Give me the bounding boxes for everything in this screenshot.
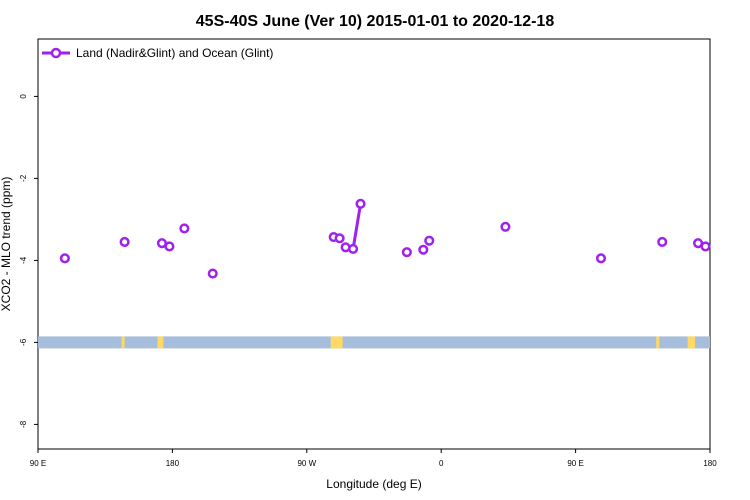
data-point [355,198,366,209]
data-point [179,223,190,234]
x-axis-ticks: 90 E 180 90 W 0 90 E 180 [30,449,717,468]
land-segment [330,336,343,349]
y-axis-label: XCO2 - MLO trend (ppm) [0,177,13,312]
y-tick-label: -4 [19,256,28,264]
data-point [401,247,412,258]
y-tick-label: -2 [19,174,28,182]
plot-frame [37,38,711,450]
x-tick-label: 90 W [297,459,316,468]
y-tick-label: -6 [19,338,28,346]
data-point [424,235,435,246]
data-point [418,244,429,255]
series-segment [351,203,363,250]
legend: Land (Nadir&Glint) and Ocean (Glint) [42,46,273,60]
land-segment [121,336,125,349]
land-ocean-strip [38,336,710,349]
data-point [334,233,345,244]
series-points [59,198,711,279]
x-tick-label: 0 [439,459,444,468]
x-axis-label: Longitude (deg E) [326,477,421,491]
data-point [59,253,70,264]
x-tick-label: 180 [703,459,717,468]
data-point [119,236,130,247]
ocean-band [38,336,710,349]
data-point [700,241,711,252]
legend-label: Land (Nadir&Glint) and Ocean (Glint) [76,46,273,60]
data-point [348,243,359,254]
plot-area [37,38,711,450]
land-segment [656,336,660,349]
land-segment [157,336,164,349]
y-tick-label: 0 [19,94,28,99]
y-axis-ticks: 0 -2 -4 -6 -8 [19,94,38,428]
x-tick-label: 180 [166,459,180,468]
legend-swatch-marker [50,47,62,59]
y-tick-label: -8 [19,420,28,428]
data-point [657,236,668,247]
data-point [500,221,511,232]
series-lines [345,203,363,251]
x-tick-label: 90 E [30,459,46,468]
chart-title: 45S-40S June (Ver 10) 2015-01-01 to 2020… [196,13,555,30]
land-segment [687,336,696,349]
data-point [595,253,607,264]
data-point [164,241,175,252]
x-tick-label: 90 E [567,459,583,468]
data-point [207,268,218,279]
